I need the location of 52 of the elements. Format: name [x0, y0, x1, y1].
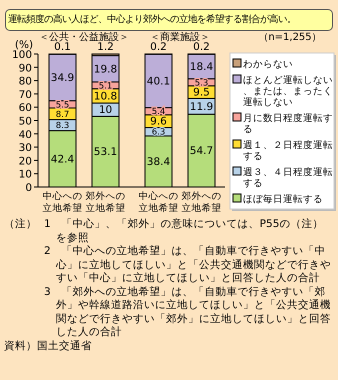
- legend-label: ほぼ毎日運転する: [243, 193, 323, 205]
- y-tick-label: 0: [25, 182, 32, 194]
- data-label: 53.1: [94, 146, 118, 158]
- y-tick-label: 70: [18, 88, 32, 101]
- data-label: 40.1: [146, 75, 170, 88]
- data-label: 8.3: [56, 121, 70, 132]
- data-label: 5.4: [152, 107, 166, 118]
- data-label: 1.2: [97, 41, 114, 53]
- y-tick-label: 50: [18, 116, 32, 128]
- text: 3 「郊外への立地希望」は、「自動車で行きやすい「郊外」や幹線道路沿いに立地してほしい」と「公共交通機関などで行きやすい「郊外」に立地してほしい」と回答した人の合計: [44, 286, 332, 340]
- text: 資料）国土交通省: [4, 340, 93, 353]
- legend-label: ほとんど運転しない、または、まったく運転しない: [243, 74, 333, 108]
- data-label: 10.8: [94, 90, 118, 102]
- legend-label: わからない: [243, 59, 293, 70]
- y-tick-label: 10: [18, 168, 32, 181]
- data-label: 42.4: [50, 153, 75, 166]
- data-label: 19.8: [94, 63, 118, 76]
- data-label: 11.9: [190, 100, 214, 113]
- data-label: 8.7: [56, 110, 70, 120]
- text: 2 「中心への立地希望」は、「自動車で行きやすい「中心」に立地してほしい」と「公共交通機関などで行きやすい「中心」に立地してほしい」と回答した人の合計: [44, 245, 332, 286]
- legend-label: 週３、４日程度運転する: [243, 166, 333, 189]
- x-tick-label: 中心への立地希望: [42, 190, 82, 214]
- data-label: 54.7: [190, 145, 214, 158]
- y-tick-label: 40: [18, 128, 32, 141]
- text: 1 「中心」、「郊外」の意味については、P55の（注）を参照: [44, 218, 324, 245]
- data-label: 34.9: [50, 72, 74, 84]
- data-label: 18.4: [190, 61, 214, 73]
- data-label: 6.3: [152, 128, 166, 138]
- legend-label: 週１、２日程度運転する: [243, 139, 333, 162]
- text: （n=1,255）: [258, 32, 322, 43]
- y-tick-label: 30: [18, 142, 32, 154]
- text: （注）: [4, 218, 38, 232]
- x-tick-label: 郊外への立地希望: [86, 190, 126, 214]
- y-tick-label: 90: [18, 62, 32, 74]
- x-tick-label: 中心への立地希望: [138, 190, 178, 214]
- text: ＜商業施設＞: [150, 31, 210, 43]
- data-label: 9.5: [193, 86, 210, 99]
- y-tick-label: 80: [18, 76, 32, 88]
- data-label: 10: [98, 104, 112, 116]
- y-tick-label: 100: [12, 49, 32, 61]
- text: ＜公共・公益施設＞: [39, 31, 129, 43]
- y-tick-label: 60: [18, 102, 32, 114]
- y-axis-title: (%): [14, 39, 34, 51]
- data-label: 9.6: [150, 116, 168, 128]
- y-tick-label: 20: [18, 155, 32, 168]
- legend-label: 月に数日程度運転する: [243, 112, 333, 135]
- chart-title: 運転頻度の高い人ほど、中心より郊外への立地を希望する割合が高い。: [5, 9, 333, 31]
- data-label: 0.2: [150, 41, 167, 53]
- x-tick-label: 郊外への立地希望: [182, 190, 222, 214]
- data-label: 0.1: [54, 41, 71, 53]
- data-label: 0.2: [193, 41, 210, 53]
- data-label: 38.4: [146, 156, 171, 168]
